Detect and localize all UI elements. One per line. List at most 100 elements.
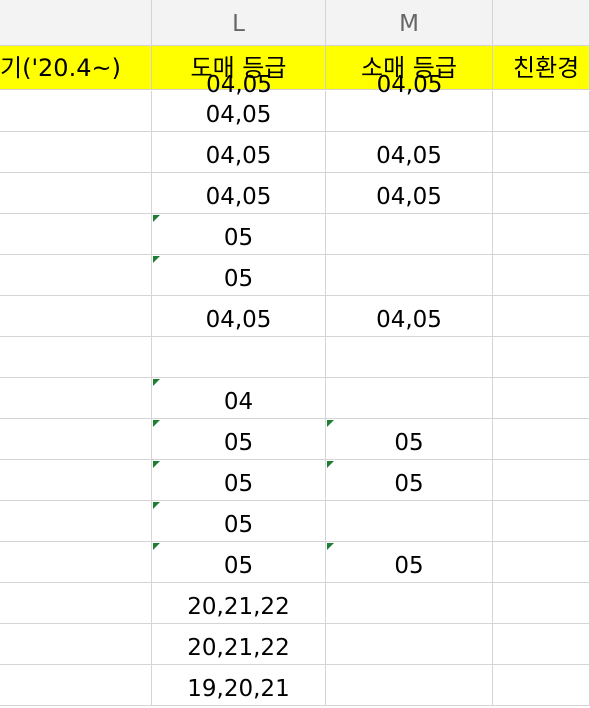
cell-k[interactable] xyxy=(0,583,152,624)
cell-retail-grade[interactable]: 04,05 xyxy=(326,132,493,173)
cell-value: 05 xyxy=(223,512,254,538)
cell-value: 04,05 xyxy=(205,143,272,169)
cell-value: 20,21,22 xyxy=(187,635,290,661)
cell-value: 05 xyxy=(394,430,424,456)
cell-eco[interactable] xyxy=(493,542,590,583)
number-as-text-indicator-icon xyxy=(153,543,160,550)
cell-retail-grade[interactable] xyxy=(326,665,493,706)
cell-eco[interactable] xyxy=(493,173,590,214)
number-as-text-indicator-icon xyxy=(153,379,160,386)
cell-retail-grade[interactable]: 05 xyxy=(326,419,493,460)
cell-value: 20,21,22 xyxy=(187,594,290,620)
cell-wholesale-grade[interactable]: 05 xyxy=(152,542,326,583)
cell-wholesale-grade[interactable]: 20,21,22 xyxy=(152,583,326,624)
cell-eco[interactable] xyxy=(493,624,590,665)
cell-value: 04,05 xyxy=(205,102,272,128)
cell-wholesale-grade[interactable]: 05 xyxy=(152,214,326,255)
cell-value: 05 xyxy=(223,266,254,292)
cell-k[interactable] xyxy=(0,337,152,378)
cell-k[interactable] xyxy=(0,460,152,501)
cell-wholesale-grade[interactable]: 19,20,21 xyxy=(152,665,326,706)
cell-k[interactable] xyxy=(0,501,152,542)
cell-wholesale-grade[interactable]: 04 xyxy=(152,378,326,419)
header-cell-wholesale-grade[interactable]: 도매 등급 xyxy=(152,46,326,90)
cell-eco[interactable] xyxy=(493,214,590,255)
number-as-text-indicator-icon xyxy=(153,215,160,222)
table-row: 05 05 xyxy=(0,542,590,583)
cell-retail-grade[interactable] xyxy=(326,255,493,296)
table-row: 04,05 04,05 xyxy=(0,132,590,173)
header-row: 기('20.4~) 도매 등급 소매 등급 친환경 xyxy=(0,46,590,90)
cell-eco[interactable] xyxy=(493,132,590,173)
cell-wholesale-grade[interactable]: 05 xyxy=(152,460,326,501)
cell-value: 04,05 xyxy=(205,184,272,210)
cell-retail-grade[interactable]: 04,05 xyxy=(326,296,493,337)
cell-k[interactable] xyxy=(0,419,152,460)
cell-eco[interactable] xyxy=(493,91,590,132)
number-as-text-indicator-icon xyxy=(153,256,160,263)
cell-wholesale-grade[interactable]: 04,05 xyxy=(152,173,326,214)
cell-value: 04 xyxy=(223,389,254,415)
cell-retail-grade[interactable] xyxy=(326,214,493,255)
number-as-text-indicator-icon xyxy=(327,461,334,468)
cell-wholesale-grade[interactable]: 05 xyxy=(152,501,326,542)
cell-k[interactable] xyxy=(0,296,152,337)
cell-k[interactable] xyxy=(0,378,152,419)
table-row: 05 05 xyxy=(0,419,590,460)
cell-retail-grade[interactable] xyxy=(326,378,493,419)
cell-wholesale-grade[interactable]: 04,05 xyxy=(152,91,326,132)
column-header-l[interactable]: L xyxy=(152,0,326,45)
cell-value: 04,05 xyxy=(376,143,442,169)
cell-k[interactable] xyxy=(0,91,152,132)
table-row: 05 05 xyxy=(0,460,590,501)
cell-eco[interactable] xyxy=(493,460,590,501)
cell-k[interactable] xyxy=(0,255,152,296)
cell-retail-grade[interactable]: 05 xyxy=(326,542,493,583)
table-row: 19,20,21 xyxy=(0,665,590,706)
cell-eco[interactable] xyxy=(493,583,590,624)
column-header-n[interactable] xyxy=(493,0,590,45)
column-header-k[interactable] xyxy=(0,0,152,45)
cell-retail-grade[interactable] xyxy=(326,583,493,624)
partial-cell-l: 04,05 xyxy=(206,72,272,98)
table-row: 04,05 04,05 xyxy=(0,296,590,337)
cell-retail-grade[interactable] xyxy=(326,91,493,132)
cell-wholesale-grade[interactable]: 04,05 xyxy=(152,132,326,173)
cell-retail-grade[interactable] xyxy=(326,501,493,542)
table-row: 04 xyxy=(0,378,590,419)
cell-wholesale-grade[interactable]: 05 xyxy=(152,419,326,460)
header-cell-retail-grade[interactable]: 소매 등급 xyxy=(326,46,493,90)
cell-k[interactable] xyxy=(0,665,152,706)
cell-retail-grade[interactable]: 05 xyxy=(326,460,493,501)
cell-value: 05 xyxy=(223,471,254,497)
number-as-text-indicator-icon xyxy=(153,502,160,509)
cell-wholesale-grade[interactable]: 05 xyxy=(152,255,326,296)
cell-eco[interactable] xyxy=(493,501,590,542)
cell-value: 05 xyxy=(394,471,424,497)
cell-k[interactable] xyxy=(0,132,152,173)
cell-k[interactable] xyxy=(0,214,152,255)
cell-eco[interactable] xyxy=(493,255,590,296)
header-cell-eco[interactable]: 친환경 xyxy=(493,46,590,90)
cell-k[interactable] xyxy=(0,542,152,583)
cell-eco[interactable] xyxy=(493,378,590,419)
header-cell-k[interactable]: 기('20.4~) xyxy=(0,46,152,90)
column-header-m[interactable]: M xyxy=(326,0,493,45)
cell-eco[interactable] xyxy=(493,419,590,460)
cell-retail-grade[interactable]: 04,05 xyxy=(326,173,493,214)
cell-wholesale-grade[interactable]: 04,05 xyxy=(152,296,326,337)
cell-wholesale-grade[interactable]: 20,21,22 xyxy=(152,624,326,665)
cell-wholesale-grade[interactable] xyxy=(152,337,326,378)
column-header-row: L M xyxy=(0,0,590,46)
cell-eco[interactable] xyxy=(493,665,590,706)
cell-retail-grade[interactable] xyxy=(326,624,493,665)
cell-value: 19,20,21 xyxy=(187,676,290,702)
cell-k[interactable] xyxy=(0,624,152,665)
cell-retail-grade[interactable] xyxy=(326,337,493,378)
cell-eco[interactable] xyxy=(493,296,590,337)
table-row: 20,21,22 xyxy=(0,583,590,624)
cell-eco[interactable] xyxy=(493,337,590,378)
table-row: 05 xyxy=(0,501,590,542)
cell-k[interactable] xyxy=(0,173,152,214)
